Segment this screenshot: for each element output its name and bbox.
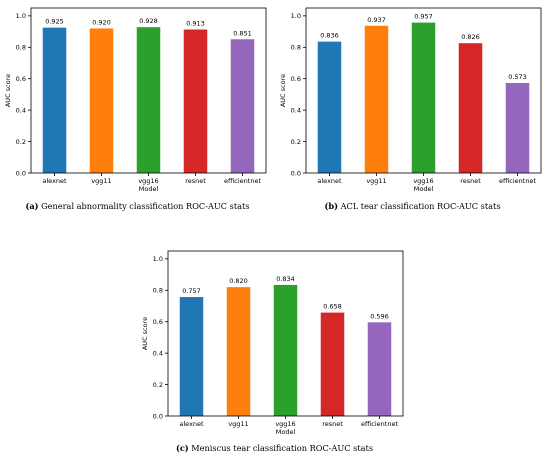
y-tick-label: 0.0 xyxy=(153,412,163,420)
chart-panel-b: 0.836 0.937 0.957 0.826 0.573 0.0 0.2 0.4 0.6 0.8… xyxy=(275,0,550,225)
x-tick-label: efficientnet xyxy=(361,420,398,428)
x-tick-label: alexnet xyxy=(42,177,67,185)
caption-c-tag: (c) xyxy=(175,443,189,453)
bar-value-label: 0.920 xyxy=(92,18,111,26)
bar-value-label: 0.834 xyxy=(276,275,295,283)
bar-vgg11 xyxy=(226,287,251,416)
bar-efficientnet xyxy=(230,39,255,173)
y-tick-label: 0.8 xyxy=(16,44,26,52)
caption-b-text: ACL tear classification ROC-AUC stats xyxy=(340,201,501,211)
bar-value-label: 0.573 xyxy=(508,73,527,81)
bar-alexnet xyxy=(179,297,204,416)
x-tick-label: resnet xyxy=(185,177,206,185)
y-tick-label: 0.6 xyxy=(291,75,301,83)
bar-value-label: 0.928 xyxy=(139,17,158,25)
bar-value-label: 0.836 xyxy=(320,32,339,40)
y-tick-label: 0.4 xyxy=(153,349,163,357)
bar-vgg16 xyxy=(136,27,161,174)
caption-b-tag: (b) xyxy=(324,201,338,211)
bar-resnet xyxy=(320,312,345,416)
y-tick-label: 0.8 xyxy=(153,287,163,295)
y-tick-label: 0.4 xyxy=(291,106,301,114)
x-tick-label: vgg16 xyxy=(138,177,158,185)
y-tick-label: 0.0 xyxy=(16,169,26,177)
x-tick-label: alexnet xyxy=(179,420,204,428)
x-axis-label: Model xyxy=(139,185,159,193)
bar-value-label: 0.658 xyxy=(323,303,342,311)
bar-value-label: 0.925 xyxy=(45,18,64,26)
bar-value-label: 0.851 xyxy=(233,29,252,37)
bar-vgg16 xyxy=(273,284,298,416)
y-tick-label: 0.8 xyxy=(291,44,301,52)
bar-value-label: 0.757 xyxy=(182,287,201,295)
caption-b: (b) ACL tear classification ROC-AUC stat… xyxy=(275,201,550,211)
y-axis-label: AUC score xyxy=(141,317,149,350)
y-axis-label: AUC score xyxy=(279,74,287,107)
y-tick-label: 1.0 xyxy=(153,255,163,263)
y-tick-label: 1.0 xyxy=(16,12,26,20)
x-tick-label: vgg11 xyxy=(91,177,111,185)
bar-alexnet xyxy=(317,41,342,173)
chart-a-svg: 0.925 0.920 0.928 0.913 0.851 0.0 0.2 0.4 0.6 0.8… xyxy=(4,7,267,193)
x-tick-label: efficientnet xyxy=(499,177,536,185)
bar-vgg16 xyxy=(411,22,436,173)
y-tick-label: 0.6 xyxy=(153,318,163,326)
chart-c-svg: 0.757 0.820 0.834 0.658 0.596 0.0 0.2 0.4 0.6 0.8… xyxy=(141,250,404,436)
bar-value-label: 0.826 xyxy=(461,33,480,41)
bar-value-label: 0.820 xyxy=(229,277,248,285)
x-tick-label: vgg11 xyxy=(366,177,386,185)
x-tick-label: vgg16 xyxy=(413,177,433,185)
bar-alexnet xyxy=(42,27,67,173)
caption-c: (c) Meniscus tear classification ROC-AUC… xyxy=(137,443,412,453)
x-axis-label: Model xyxy=(414,185,434,193)
caption-a: (a) General abnormality classification R… xyxy=(0,201,275,211)
y-tick-label: 1.0 xyxy=(291,12,301,20)
x-tick-label: resnet xyxy=(322,420,343,428)
x-tick-label: alexnet xyxy=(317,177,342,185)
y-axis-label: AUC score xyxy=(4,74,12,107)
y-tick-label: 0.2 xyxy=(153,381,163,389)
x-axis-label: Model xyxy=(276,428,296,436)
x-tick-label: vgg11 xyxy=(228,420,248,428)
y-tick-label: 0.2 xyxy=(16,138,26,146)
y-tick-label: 0.0 xyxy=(291,169,301,177)
caption-c-text: Meniscus tear classification ROC-AUC sta… xyxy=(191,443,374,453)
y-tick-label: 0.2 xyxy=(291,138,301,146)
chart-panel-a: 0.925 0.920 0.928 0.913 0.851 0.0 0.2 0.4 0.6 0.8… xyxy=(0,0,275,225)
bar-efficientnet xyxy=(505,82,530,173)
bar-efficientnet xyxy=(367,322,392,416)
chart-b-svg: 0.836 0.937 0.957 0.826 0.573 0.0 0.2 0.4 0.6 0.8… xyxy=(279,7,542,193)
bar-value-label: 0.913 xyxy=(186,20,205,28)
chart-panel-c: 0.757 0.820 0.834 0.658 0.596 0.0 0.2 0.4 0.6 0.8… xyxy=(137,243,412,456)
x-tick-label: resnet xyxy=(460,177,481,185)
y-tick-label: 0.6 xyxy=(16,75,26,83)
bar-value-label: 0.937 xyxy=(367,16,386,24)
bar-resnet xyxy=(183,29,208,174)
y-tick-label: 0.4 xyxy=(16,106,26,114)
caption-a-text: General abnormality classification ROC-A… xyxy=(41,201,250,211)
x-tick-label: vgg16 xyxy=(275,420,295,428)
bar-value-label: 0.596 xyxy=(370,312,389,320)
bar-value-label: 0.957 xyxy=(414,13,433,21)
x-tick-label: efficientnet xyxy=(224,177,261,185)
bar-vgg11 xyxy=(364,25,389,174)
bar-vgg11 xyxy=(89,28,114,174)
bar-resnet xyxy=(458,43,483,174)
caption-a-tag: (a) xyxy=(25,201,39,211)
